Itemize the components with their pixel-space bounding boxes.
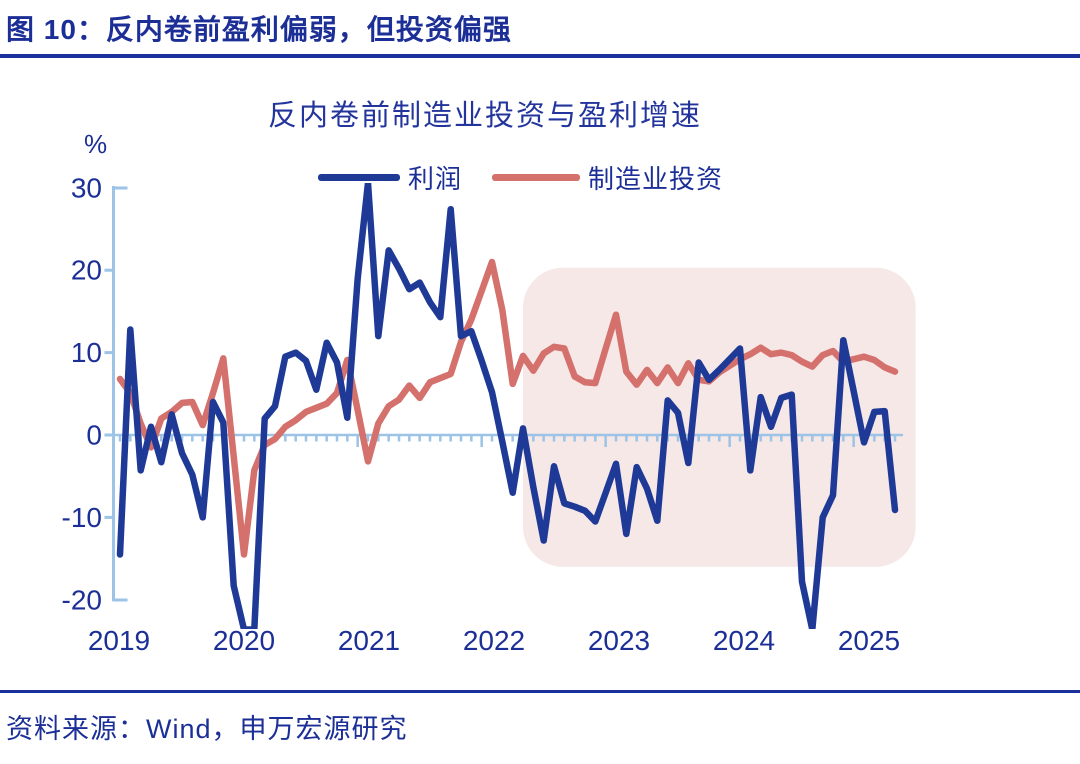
x-tick-label: 2020 — [213, 625, 275, 656]
chart-title: 反内卷前制造业投资与盈利增速 — [267, 100, 702, 132]
y-tick-label: 10 — [71, 337, 102, 368]
y-tick-label: -10 — [62, 502, 102, 533]
profit-line-swatch — [318, 173, 400, 181]
legend-label-profit: 利润 — [408, 163, 463, 194]
legend-item-profit: 利润 — [318, 159, 462, 196]
x-tick-label: 2022 — [463, 625, 525, 656]
y-tick-label: -20 — [62, 584, 102, 615]
y-axis-unit-label: % — [84, 129, 108, 159]
investment-line-swatch — [492, 173, 581, 181]
header-divider — [0, 54, 1080, 58]
legend-item-investment: 制造业投资 — [492, 159, 723, 196]
x-tick-label: 2025 — [838, 625, 900, 656]
profit-line — [116, 183, 899, 629]
y-tick-label: 30 — [71, 172, 102, 203]
x-tick-label: 2024 — [713, 625, 775, 656]
y-tick-label: 20 — [71, 255, 102, 286]
footer-divider — [0, 690, 1080, 693]
legend-label-investment: 制造业投资 — [588, 163, 724, 194]
figure-caption: 图 10：反内卷前盈利偏弱，但投资偏强 — [6, 14, 512, 45]
data-source: 资料来源：Wind，申万宏源研究 — [6, 714, 408, 744]
x-tick-label: 2023 — [588, 625, 650, 656]
investment-line — [116, 258, 899, 558]
x-tick-label: 2021 — [338, 625, 400, 656]
chart-legend: 利润 制造业投资 — [318, 159, 723, 196]
x-tick-label: 2019 — [88, 625, 150, 656]
y-tick-label: 0 — [86, 420, 102, 451]
